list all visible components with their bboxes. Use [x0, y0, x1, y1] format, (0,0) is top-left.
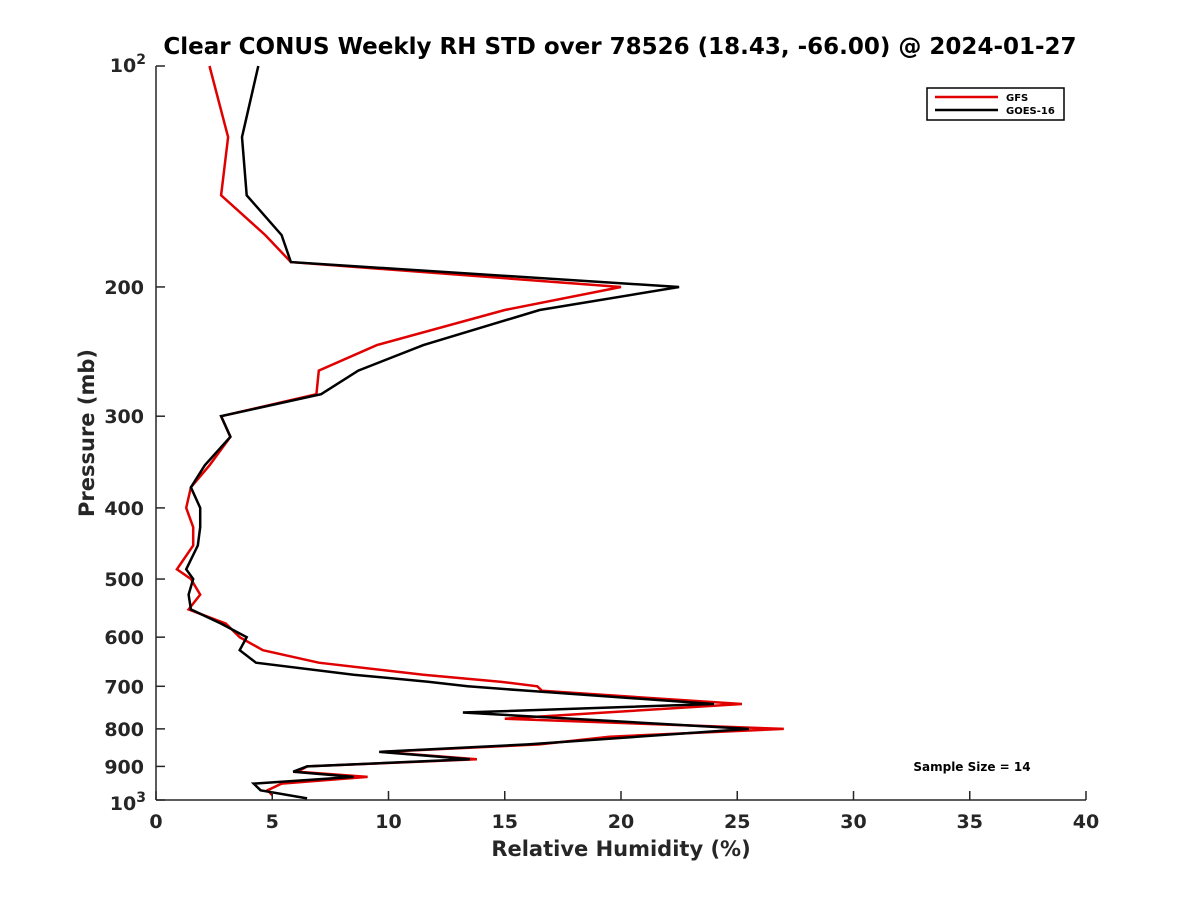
y-tick-bottom-base: 10 [110, 793, 136, 815]
y-tick-label: 600 [104, 627, 144, 649]
x-tick-label: 35 [957, 811, 983, 833]
x-tick-label: 20 [608, 811, 634, 833]
plot-series [175, 65, 784, 800]
x-axis-ticks: 0 5 10 15 20 25 30 35 40 [149, 791, 1099, 833]
y-tick-label: 300 [104, 406, 144, 428]
y-tick-top-exponent: 2 [136, 52, 146, 68]
y-axis-label: Pressure (mb) [75, 349, 99, 517]
y-tick-label: 200 [104, 277, 144, 299]
y-tick-label: 800 [104, 719, 144, 741]
x-tick-label: 0 [149, 811, 162, 833]
x-tick-label: 30 [840, 811, 866, 833]
sample-size-annotation: Sample Size = 14 [913, 760, 1030, 774]
x-tick-label: 25 [724, 811, 750, 833]
y-tick-label-bottom: 103 [110, 790, 146, 815]
x-tick-label: 15 [492, 811, 518, 833]
series-line-gfs [175, 65, 784, 797]
y-axis-ticks: 200 300 400 500 600 700 800 900 [104, 65, 165, 801]
y-tick-label: 500 [104, 569, 144, 591]
series-line-goes16 [184, 65, 749, 800]
legend-label-goes16: GOES-16 [1006, 106, 1055, 117]
y-tick-top-base: 10 [110, 55, 136, 77]
y-tick-label: 900 [104, 756, 144, 778]
legend-box [926, 87, 1065, 121]
legend: GFS GOES-16 [926, 87, 1065, 121]
legend-label-gfs: GFS [1006, 93, 1028, 104]
x-tick-label: 5 [266, 811, 279, 833]
chart-title: Clear CONUS Weekly RH STD over 78526 (18… [163, 34, 1076, 60]
y-tick-label-top: 102 [110, 52, 146, 77]
x-tick-label: 40 [1073, 811, 1099, 833]
x-axis-label: Relative Humidity (%) [491, 837, 750, 861]
y-tick-bottom-exponent: 3 [136, 790, 146, 806]
y-tick-label: 400 [104, 498, 144, 520]
x-tick-label: 10 [375, 811, 401, 833]
y-tick-label: 700 [104, 676, 144, 698]
